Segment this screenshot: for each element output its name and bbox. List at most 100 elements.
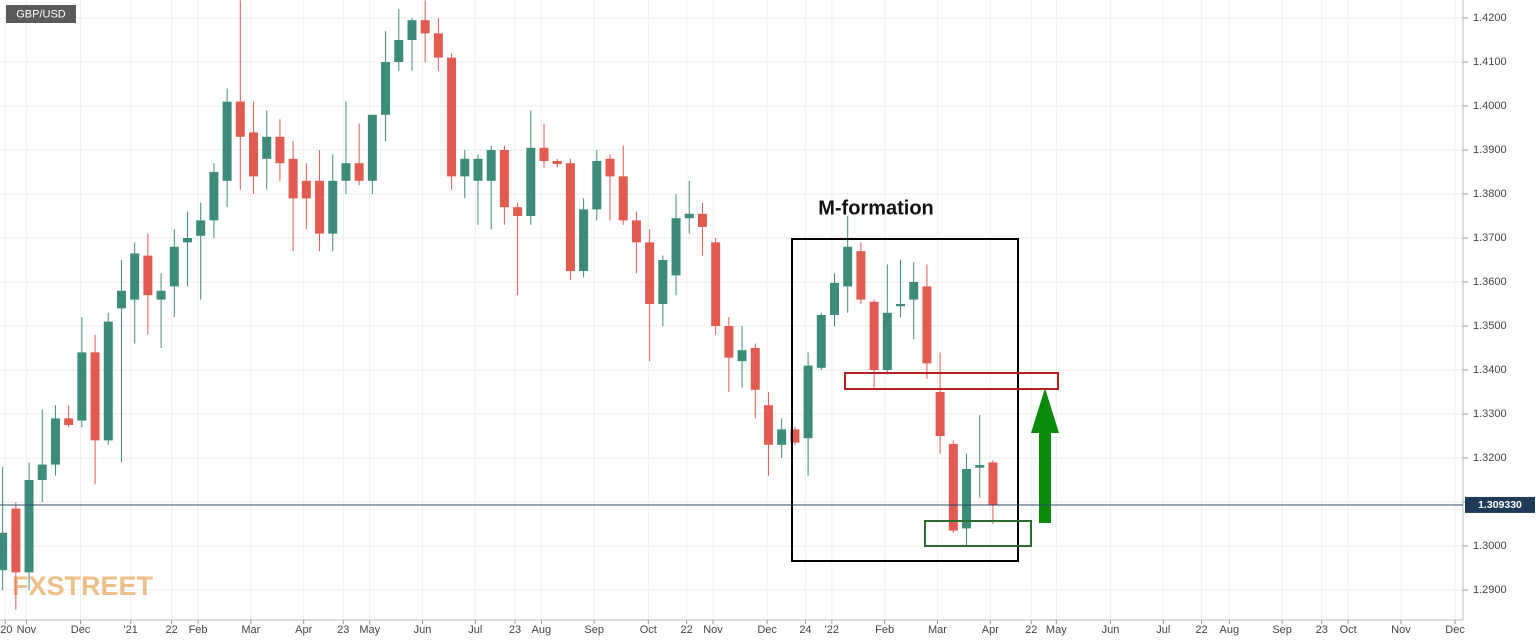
x-tick-label: Nov (1391, 624, 1411, 636)
y-tick-label: 1.3900 (1473, 144, 1507, 156)
m-formation-box (791, 238, 1019, 562)
candle-body (486, 149, 496, 181)
x-tick-label: Aug (1220, 624, 1240, 636)
candles (0, 0, 998, 610)
candle-body (262, 136, 272, 159)
y-tick-label: 1.3200 (1473, 452, 1507, 464)
candle-body (447, 57, 457, 177)
x-tick-label: Jun (414, 624, 432, 636)
x-tick-label: Mar (241, 624, 260, 636)
candle-body (803, 365, 813, 439)
candle-body (658, 259, 668, 304)
candle-body (869, 301, 879, 370)
candle-body (64, 418, 74, 425)
support-box (924, 520, 1032, 547)
candle-body (948, 443, 958, 531)
y-tick-label: 1.3500 (1473, 320, 1507, 332)
candle-body (684, 213, 694, 219)
candle-body (711, 242, 721, 326)
candle-body (750, 347, 760, 390)
candle-body (552, 160, 562, 165)
x-tick-label: Feb (189, 624, 208, 636)
candle-body (301, 180, 311, 199)
x-tick-label: 23 (337, 624, 349, 636)
candle-body (882, 312, 892, 370)
resistance-box (844, 372, 1059, 390)
watermark: FXSTREET (12, 571, 154, 601)
candle-body (737, 350, 747, 362)
candle-body (367, 114, 377, 181)
y-tick-label: 1.3000 (1473, 540, 1507, 552)
candle-body (526, 147, 536, 216)
candle-body (790, 429, 800, 443)
x-tick-label: '21 (124, 624, 138, 636)
candle-body (539, 147, 549, 161)
candle-body (671, 218, 681, 276)
candle-body (697, 213, 707, 227)
x-tick-label: 22 (166, 624, 178, 636)
candle-body (169, 246, 179, 287)
y-tick-label: 1.3300 (1473, 408, 1507, 420)
x-tick-label: Aug (532, 624, 552, 636)
candle-body (209, 171, 219, 221)
x-tick-label: 23 (1316, 624, 1328, 636)
grid (0, 0, 1463, 620)
candle-body (565, 163, 575, 271)
candle-body (24, 479, 34, 573)
candle-body (156, 290, 166, 300)
candle-body (513, 207, 523, 216)
y-tick-label: 1.4000 (1473, 100, 1507, 112)
x-tick-label: Dec (1445, 624, 1465, 636)
y-tick-label: 1.3400 (1473, 364, 1507, 376)
x-tick-label: 23 (509, 624, 521, 636)
x-tick-label: Oct (640, 624, 657, 636)
y-tick-label: 1.4100 (1473, 56, 1507, 68)
candle-body (315, 180, 325, 234)
candle-body (196, 220, 206, 236)
x-tick-label: Dec (71, 624, 91, 636)
y-tick-label: 1.3600 (1473, 276, 1507, 288)
x-tick-label: May (359, 624, 380, 636)
candle-body (829, 282, 839, 315)
x-tick-label: Nov (17, 624, 37, 636)
candle-body (460, 158, 470, 177)
candle-body (275, 136, 285, 164)
x-tick-label: 24 (799, 624, 811, 636)
candle-body (631, 220, 641, 243)
candle-body (143, 255, 153, 296)
candle-body (235, 101, 245, 137)
candle-body (975, 465, 985, 468)
candle-body (843, 246, 853, 287)
candle-body (988, 462, 998, 506)
x-tick-label: Sep (1272, 624, 1292, 636)
candle-body (37, 464, 47, 480)
x-tick-label: 22 (680, 624, 692, 636)
arrow-shaft (1039, 430, 1051, 523)
candle-body (116, 290, 126, 309)
x-tick-label: Jul (1156, 624, 1170, 636)
candle-body (354, 163, 364, 181)
x-tick-label: Apr (295, 624, 312, 636)
candle-body (433, 33, 443, 58)
x-tick-label: 22 (1025, 624, 1037, 636)
x-tick-label: Oct (1340, 624, 1357, 636)
x-tick-label: Nov (703, 624, 723, 636)
candle-body (473, 158, 483, 181)
x-tick-label: Apr (982, 624, 999, 636)
y-tick-label: 1.3800 (1473, 188, 1507, 200)
candle-body (222, 101, 232, 181)
candle-body (249, 132, 259, 177)
candle-body (605, 158, 615, 177)
x-tick-label: Jul (468, 624, 482, 636)
candle-body (182, 237, 192, 243)
chart-title: GBP/USD (16, 8, 66, 20)
candle-body (407, 20, 417, 40)
x-tick-label: '22 (825, 624, 839, 636)
x-tick-label: May (1046, 624, 1067, 636)
y-tick-label: 1.2900 (1473, 584, 1507, 596)
x-tick-label: '20 (0, 624, 12, 636)
candle-body (328, 180, 338, 234)
candle-body (592, 160, 602, 210)
